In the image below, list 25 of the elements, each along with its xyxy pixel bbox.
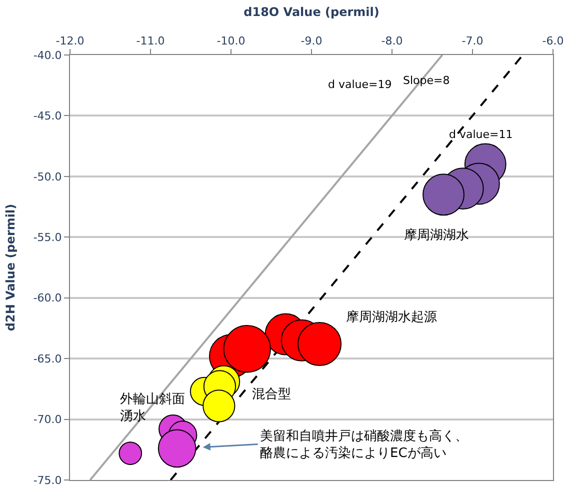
x-tick-label: -7.0 xyxy=(462,34,484,48)
y-tick-label: -75.0 xyxy=(33,474,62,487)
x-tick-label: -12.0 xyxy=(56,34,84,48)
y-axis-title: d2H Value (permil) xyxy=(4,204,18,332)
y-tick-label: -45.0 xyxy=(33,110,62,123)
annotation: d value=19 xyxy=(328,78,392,91)
annotation: 外輪山斜面湧水 xyxy=(120,392,185,424)
y-tick-label: -70.0 xyxy=(33,413,62,426)
annotation: d value=11 xyxy=(449,128,513,141)
x-tick-label: -6.0 xyxy=(542,34,564,48)
annotation: Slope=8 xyxy=(403,74,450,87)
x-tick-label: -10.0 xyxy=(216,34,246,48)
y-tick-label: -50.0 xyxy=(33,170,62,184)
y-tick-label: -60.0 xyxy=(33,292,62,305)
x-tick-label: -11.0 xyxy=(136,34,165,48)
x-tick-label: -8.0 xyxy=(381,34,403,48)
y-tick-label: -55.0 xyxy=(33,230,62,244)
annotation: 摩周湖湖水起源 xyxy=(346,310,437,325)
annotation: 美留和自噴井戸は硝酸濃度も高く、酪農による汚染によりECが高い xyxy=(260,428,468,461)
annotation: 摩周湖湖水 xyxy=(404,228,469,243)
y-tick-label: -40.0 xyxy=(33,48,62,62)
annotation: 混合型 xyxy=(252,387,291,402)
y-tick-label: -65.0 xyxy=(33,352,62,366)
x-tick-label: -9.0 xyxy=(300,34,322,48)
x-axis-title: d18O Value (permil) xyxy=(244,4,380,19)
